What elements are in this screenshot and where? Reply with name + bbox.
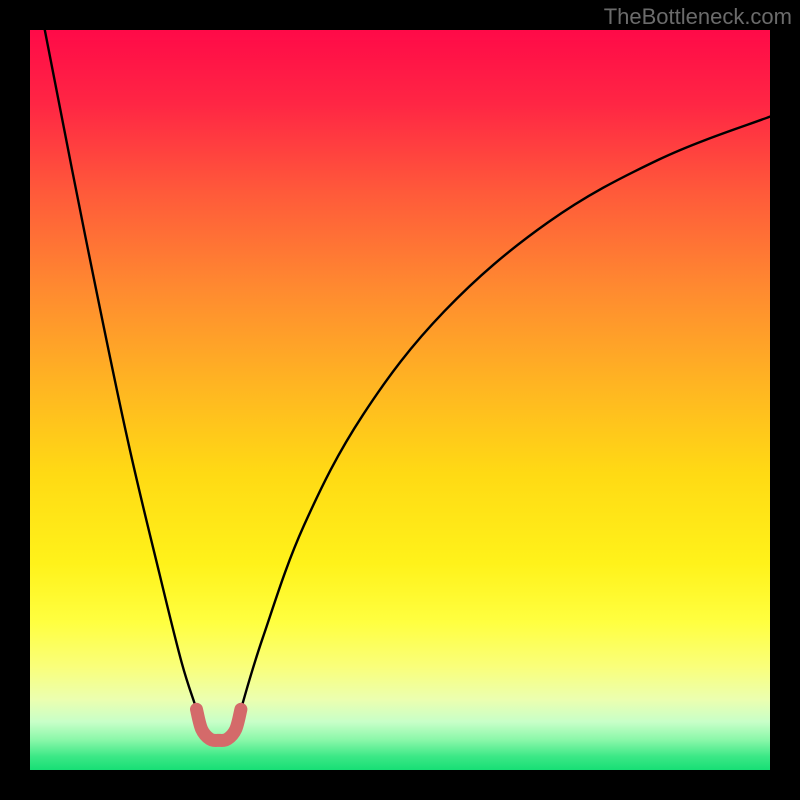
bottleneck-chart — [0, 0, 800, 800]
plot-area — [30, 30, 770, 770]
chart-container: TheBottleneck.com — [0, 0, 800, 800]
watermark-text: TheBottleneck.com — [604, 4, 792, 30]
